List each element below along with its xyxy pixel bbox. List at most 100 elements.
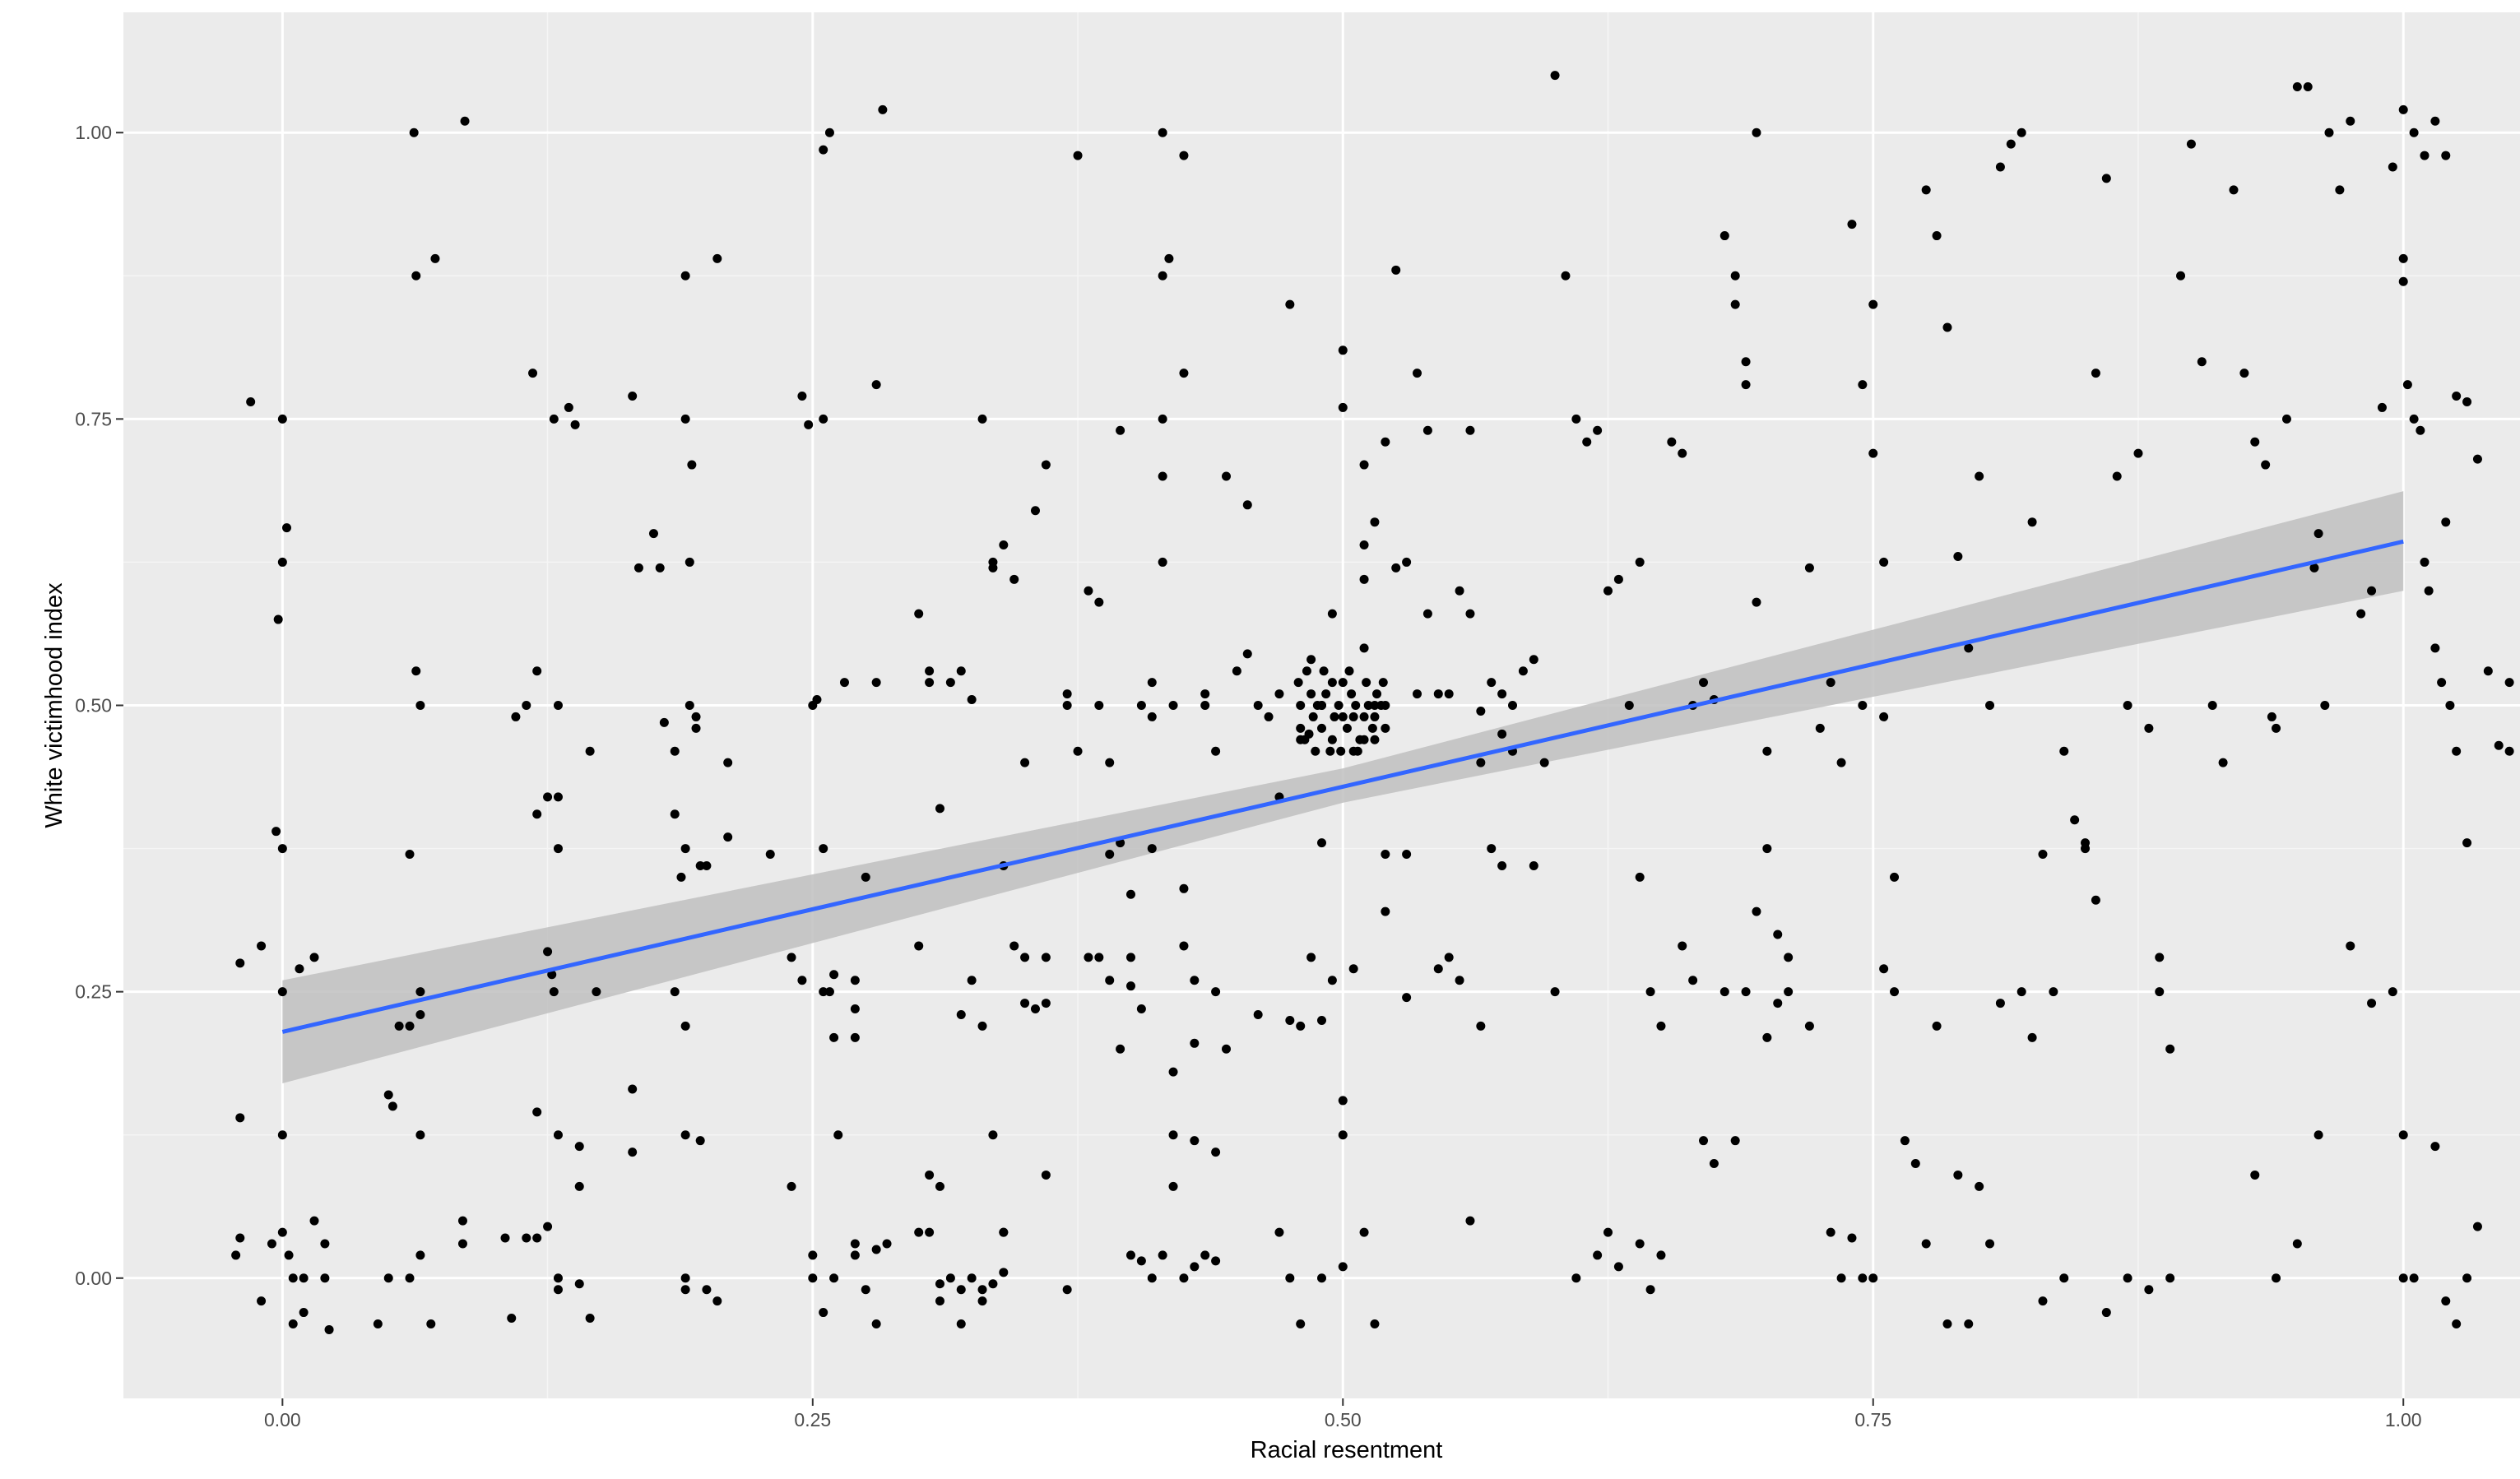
data-point — [1311, 746, 1320, 756]
data-point — [1890, 872, 1900, 882]
data-point — [543, 1222, 553, 1231]
data-point — [1836, 758, 1846, 767]
data-point — [988, 557, 998, 567]
data-point — [2038, 1296, 2048, 1306]
data-point — [2462, 396, 2472, 406]
data-point — [1593, 1250, 1603, 1260]
data-point — [1253, 1009, 1263, 1019]
data-point — [2049, 987, 2058, 997]
data-point — [723, 758, 733, 767]
data-point — [1359, 735, 1369, 744]
data-point — [1359, 712, 1369, 721]
data-point — [1667, 437, 1677, 447]
data-point — [2430, 1142, 2440, 1152]
data-point — [1094, 701, 1104, 710]
data-point — [1041, 1170, 1051, 1180]
data-point — [1125, 981, 1135, 991]
data-point — [935, 804, 944, 814]
data-point — [1709, 1159, 1719, 1169]
data-point — [574, 1279, 584, 1289]
data-point — [1330, 712, 1339, 721]
data-point — [1422, 609, 1432, 619]
data-point — [1370, 735, 1380, 744]
data-point — [1995, 162, 2005, 172]
data-point — [914, 609, 924, 619]
data-point — [1635, 557, 1645, 567]
data-point — [967, 976, 977, 985]
data-point — [585, 746, 595, 756]
data-point — [271, 827, 281, 837]
data-point — [295, 964, 304, 974]
data-point — [500, 1233, 510, 1243]
data-point — [547, 970, 557, 980]
data-point — [426, 1319, 436, 1328]
data-point — [2430, 116, 2440, 126]
data-point — [2420, 151, 2430, 160]
data-points — [231, 71, 2514, 1334]
data-point — [528, 369, 538, 378]
data-point — [1730, 1136, 1740, 1146]
data-point — [1624, 701, 1634, 710]
data-point — [670, 809, 680, 819]
data-point — [1762, 746, 1772, 756]
data-point — [1274, 689, 1284, 699]
data-point — [1372, 689, 1382, 699]
data-point — [1348, 712, 1358, 721]
data-point — [914, 941, 924, 951]
data-point — [592, 987, 601, 997]
data-point — [2313, 529, 2323, 539]
data-point — [1804, 1021, 1814, 1031]
data-point — [2356, 609, 2366, 619]
data-point — [2250, 1170, 2260, 1180]
data-point — [1211, 1148, 1221, 1157]
data-point — [1338, 345, 1348, 355]
data-point — [956, 1285, 966, 1295]
data-point — [1319, 666, 1329, 676]
data-point — [712, 1296, 722, 1306]
data-point — [388, 1101, 397, 1111]
data-point — [532, 1233, 542, 1243]
fit-line — [281, 539, 2404, 1034]
data-point — [2313, 1130, 2323, 1140]
data-point — [2303, 82, 2313, 92]
data-point — [2091, 369, 2100, 378]
data-point — [1362, 678, 1371, 688]
data-point — [1344, 666, 1354, 676]
data-point — [2123, 701, 2132, 710]
data-point — [1325, 746, 1335, 756]
data-point — [1105, 850, 1115, 860]
data-point — [680, 844, 690, 854]
data-point — [659, 717, 669, 727]
data-point — [2006, 139, 2016, 149]
data-point — [1359, 574, 1369, 584]
data-point — [2398, 1130, 2408, 1140]
data-point — [685, 701, 694, 710]
data-point — [549, 987, 559, 997]
data-point — [1147, 712, 1157, 721]
data-point — [628, 392, 638, 401]
data-point — [2402, 380, 2412, 390]
data-point — [680, 1021, 690, 1031]
data-point — [2186, 139, 2196, 149]
data-point — [2197, 357, 2207, 367]
data-point — [1296, 1021, 1306, 1031]
data-point — [1985, 701, 1995, 710]
data-point — [1327, 976, 1337, 985]
data-point — [405, 1273, 415, 1283]
data-point — [1041, 953, 1051, 962]
data-point — [1105, 758, 1115, 767]
data-point — [284, 1250, 294, 1260]
data-point — [1158, 128, 1167, 137]
data-point — [1179, 151, 1189, 160]
data-point — [988, 1279, 998, 1289]
data-point — [1539, 758, 1549, 767]
data-point — [925, 678, 935, 688]
data-point — [925, 1227, 935, 1237]
data-point — [235, 1233, 245, 1243]
data-point — [1381, 437, 1390, 447]
data-point — [430, 253, 440, 263]
data-point — [695, 1136, 705, 1146]
data-point — [2101, 174, 2111, 183]
data-point — [1041, 999, 1051, 1008]
data-point — [1571, 1273, 1581, 1283]
